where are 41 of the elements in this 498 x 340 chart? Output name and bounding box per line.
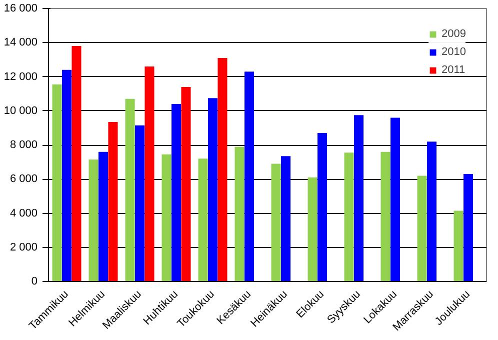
bar	[344, 152, 354, 282]
bar	[52, 84, 62, 282]
bar	[72, 46, 82, 282]
bar	[234, 146, 244, 282]
y-tick-label: 6 000	[10, 173, 38, 186]
y-tick-label: 8 000	[10, 139, 38, 151]
bar	[108, 122, 118, 282]
bar	[134, 125, 145, 282]
bar	[390, 118, 400, 282]
y-tick-label: 4 000	[10, 207, 38, 220]
y-tick-label: 2 000	[10, 241, 38, 254]
bar	[417, 176, 427, 282]
bar	[171, 104, 182, 282]
y-tick-label: 16 000	[4, 2, 38, 14]
bar	[463, 174, 474, 282]
y-tick-label: 14 000	[4, 36, 38, 49]
legend-label: 2011	[442, 64, 466, 76]
bar	[380, 152, 390, 282]
bar	[88, 160, 98, 282]
bar	[271, 164, 281, 282]
y-tick-label: 10 000	[4, 104, 38, 117]
bar	[125, 98, 135, 282]
bar	[317, 133, 328, 282]
bar	[244, 72, 254, 282]
bar	[426, 142, 437, 282]
bar	[98, 152, 108, 282]
bar	[208, 98, 218, 282]
bar	[280, 156, 291, 282]
bar	[181, 86, 191, 282]
legend-label: 2009	[442, 28, 466, 40]
bar	[162, 154, 172, 282]
legend-label: 2010	[442, 46, 466, 58]
bar	[354, 115, 364, 282]
bar	[454, 210, 464, 282]
bar	[308, 177, 318, 282]
bar	[144, 66, 154, 282]
bar	[62, 70, 72, 282]
bar	[218, 58, 228, 282]
bar	[198, 158, 208, 282]
y-tick-label: 12 000	[4, 70, 38, 83]
y-tick-label: 0	[31, 276, 38, 288]
